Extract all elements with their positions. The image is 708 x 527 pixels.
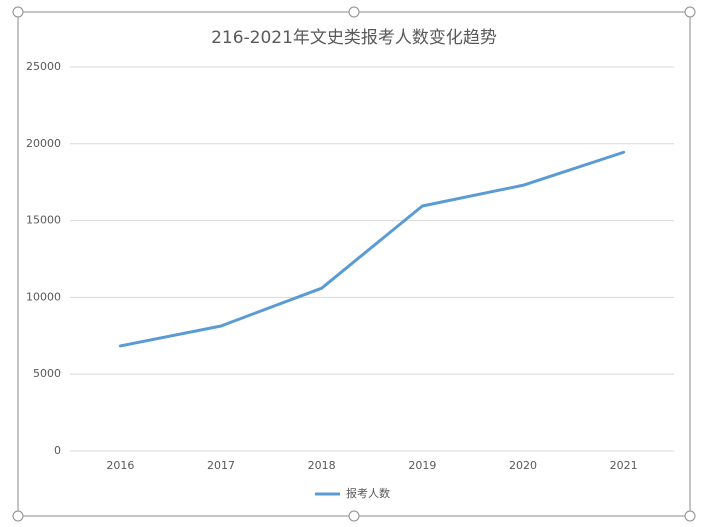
x-tick-label: 2017 — [207, 459, 235, 472]
legend-label: 报考人数 — [346, 486, 390, 500]
chart-frame — [17, 11, 691, 517]
handle[interactable] — [684, 6, 696, 18]
handle[interactable] — [348, 510, 360, 522]
y-tick-label: 0 — [54, 444, 61, 457]
handle[interactable] — [684, 510, 696, 522]
selection-handles[interactable] — [12, 6, 696, 522]
x-tick-label: 2018 — [308, 459, 336, 472]
y-tick-label: 25000 — [26, 60, 61, 73]
y-tick-label: 10000 — [26, 290, 61, 303]
x-tick-label: 2019 — [408, 459, 436, 472]
y-tick-label: 5000 — [33, 367, 61, 380]
handle[interactable] — [12, 6, 24, 18]
y-tick-label: 15000 — [26, 214, 61, 227]
handle[interactable] — [12, 510, 24, 522]
handle[interactable] — [348, 6, 360, 18]
chart-title: 216-2021年文史类报考人数变化趋势 — [211, 28, 497, 48]
x-tick-label: 2021 — [610, 459, 638, 472]
data-line — [118, 150, 626, 348]
y-tick-label: 20000 — [26, 137, 61, 150]
x-tick-label: 2020 — [509, 459, 537, 472]
x-tick-label: 2016 — [106, 459, 134, 472]
